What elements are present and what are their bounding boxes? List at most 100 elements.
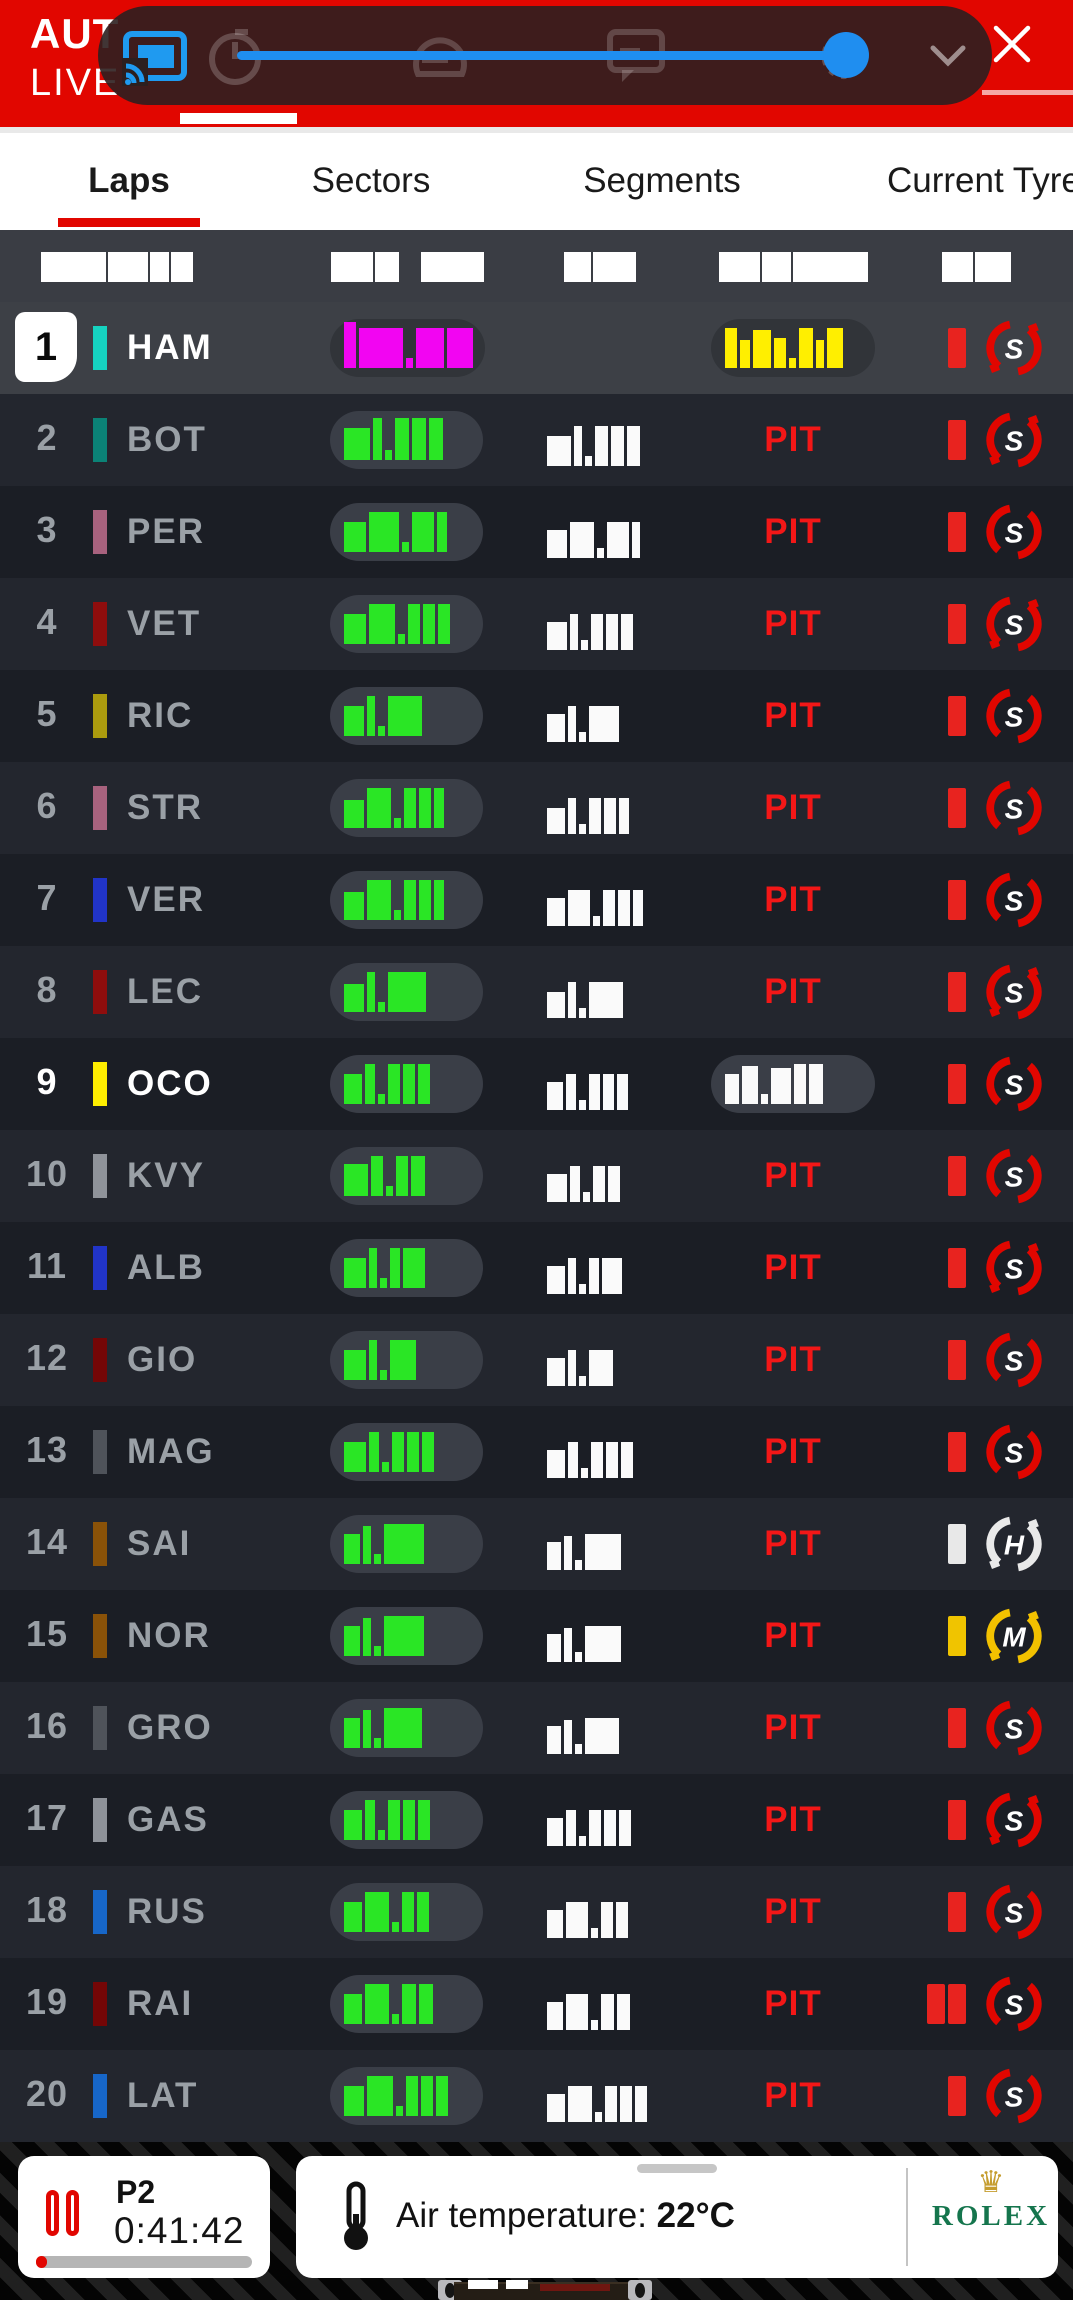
redacted-time-block [365,1800,375,1840]
driver-row-gio[interactable]: 12 GIO PIT S [0,1314,1073,1406]
tab-segments[interactable]: Segments [583,161,741,200]
session-name: P2 [116,2174,156,2210]
redacted-time-block [547,1910,563,1938]
track-status-card[interactable]: Air temperature: 22°C ♛ ROLEX [296,2156,1058,2278]
redacted-time-block [367,696,375,736]
lap-time-pill [330,595,483,653]
driver-row-oco[interactable]: 9 OCO S [0,1038,1073,1130]
video-progress-bar[interactable] [237,51,846,60]
team-color-bar [93,1246,107,1290]
position-number: 3 [36,509,58,550]
pit-status-label: PIT [764,1432,822,1471]
driver-row-lat[interactable]: 20 LAT PIT S [0,2050,1073,2142]
driver-row-str[interactable]: 6 STR PIT S [0,762,1073,854]
cast-icon[interactable] [122,30,190,86]
tyre-compound-icon: S [986,688,1042,744]
tyre-compound-icon: S [986,964,1042,1020]
position-number: 6 [36,785,58,826]
redacted-time-block [604,1810,616,1846]
video-progress-thumb[interactable] [823,32,869,78]
driver-row-per[interactable]: 3 PER PIT S [0,486,1073,578]
close-icon[interactable] [990,22,1034,66]
driver-row-rai[interactable]: 19 RAI PIT S [0,1958,1073,2050]
gap-time-blocks [547,2078,647,2122]
redacted-time-block [367,880,391,920]
driver-row-ham[interactable]: 1 HAM S [0,302,1073,394]
redacted-time-block [344,428,370,460]
chevron-down-icon[interactable] [928,44,968,70]
redacted-time-block [617,1994,630,2030]
svg-text:S: S [1005,517,1024,548]
driver-row-vet[interactable]: 4 VET PIT S [0,578,1073,670]
redacted-time-block [616,1902,628,1938]
redacted-time-block [406,2076,418,2116]
pit-status-label: PIT [764,696,822,735]
driver-row-gro[interactable]: 16 GRO PIT S [0,1682,1073,1774]
redacted-time-block [407,1432,419,1472]
driver-row-lec[interactable]: 8 LEC PIT S [0,946,1073,1038]
redacted-time-block [589,1350,613,1386]
driver-row-rus[interactable]: 18 RUS PIT S [0,1866,1073,1958]
tab-laps[interactable]: Laps [88,161,170,200]
team-color-bar [93,326,107,370]
driver-tla: GAS [127,1800,209,1839]
pit-status-label: PIT [764,1800,822,1839]
redacted-time-block [591,2020,598,2030]
session-time-remaining: 0:41:42 [114,2210,245,2251]
redacted-time-block [344,1074,362,1104]
lap-time-pill [330,1331,483,1389]
redacted-time-block [583,1192,590,1202]
interval-pill [711,319,875,377]
redacted-time-block [392,2014,399,2024]
tyre-compound-icon: S [986,872,1042,928]
driver-tla: LEC [127,972,203,1011]
lap-time-pill [330,1515,483,1573]
redacted-time-block [799,328,813,368]
driver-row-mag[interactable]: 13 MAG PIT S [0,1406,1073,1498]
driver-row-nor[interactable]: 15 NOR PIT M [0,1590,1073,1682]
redacted-time-block [437,512,447,552]
redacted-time-block [547,898,565,926]
tab-sectors[interactable]: Sectors [311,161,431,200]
lap-time-pill [330,1423,483,1481]
redacted-time-block [742,1066,758,1104]
pit-status-label: PIT [764,1524,822,1563]
lap-time-pill [330,2067,483,2125]
helmet-icon[interactable] [408,28,470,86]
position-number: 5 [36,693,58,734]
gap-time-blocks [547,790,629,834]
pit-status-label: PIT [764,2076,822,2115]
redacted-time-block [585,1626,621,1662]
gap-time-blocks [547,1618,621,1662]
driver-row-alb[interactable]: 11 ALB PIT S [0,1222,1073,1314]
pit-count-blocks [920,604,966,644]
redacted-time-block [547,1818,563,1846]
footer-bar: P2 0:41:42 Air temperature: 22°C ♛ ROLEX [0,2142,1073,2300]
session-status-card[interactable]: P2 0:41:42 [18,2156,270,2278]
tyre-compound-icon: S [986,412,1042,468]
redacted-time-block [601,1902,613,1938]
svg-text:S: S [1005,1805,1024,1836]
redacted-time-block [392,1922,399,1932]
redacted-time-block [589,798,601,834]
driver-row-ver[interactable]: 7 VER PIT S [0,854,1073,946]
redacted-time-block [378,1094,385,1104]
redacted-time-block [378,1830,385,1840]
redacted-time-block [418,1800,430,1840]
driver-row-sai[interactable]: 14 SAI PIT H [0,1498,1073,1590]
redacted-time-block [597,548,604,558]
redacted-time-block [365,1984,389,2024]
redacted-time-block [369,512,399,552]
driver-row-gas[interactable]: 17 GAS PIT S [0,1774,1073,1866]
driver-row-bot[interactable]: 2 BOT PIT S [0,394,1073,486]
redacted-time-block [392,1432,404,1472]
driver-row-kvy[interactable]: 10 KVY PIT S [0,1130,1073,1222]
redacted-time-block [344,1534,360,1564]
redacted-time-block [619,1810,631,1846]
drag-handle[interactable] [637,2164,717,2173]
tyre-compound-icon: H [986,1516,1042,1572]
redacted-time-block [564,1628,572,1662]
redacted-time-block [579,1100,586,1110]
tab-current-tyres[interactable]: Current Tyres [887,161,1073,200]
driver-row-ric[interactable]: 5 RIC PIT S [0,670,1073,762]
